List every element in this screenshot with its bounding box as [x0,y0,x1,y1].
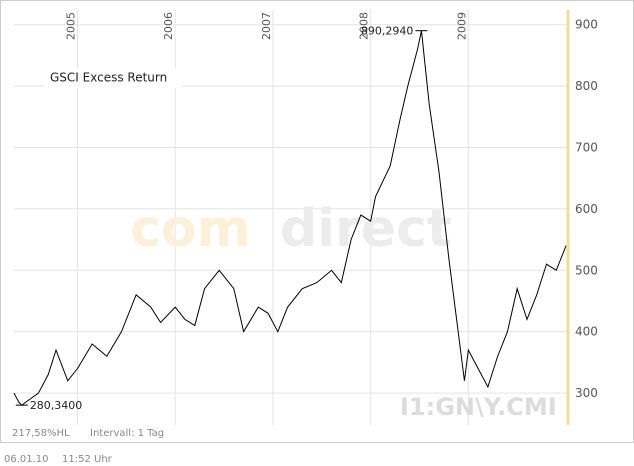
series-label: GSCI Excess Return [50,71,167,85]
watermark-direct: direct [280,199,452,259]
x-tick-label: 2006 [162,12,175,40]
y-tick-label: 600 [575,202,598,216]
y-tick-label: 300 [575,386,598,400]
footer-stat: 217,58%HL [12,428,70,439]
x-tick-label: 2008 [358,12,371,40]
x-tick-label: 2009 [455,12,468,40]
symbol: I1:GN\Y.CMI [400,393,557,421]
y-tick-label: 800 [575,79,598,93]
footer-time: 11:52 Uhr [62,454,113,465]
annotation-label: 890,2940 [361,25,414,38]
annotation-label: 280,3400 [30,399,82,412]
series-label-bg [44,68,182,88]
y-tick-label: 700 [575,141,598,155]
y-tick-label: 900 [575,18,598,32]
x-tick-label: 2005 [65,12,78,40]
series-line [13,30,567,406]
x-tick-label: 2007 [260,12,273,40]
watermark-com: com [130,199,251,259]
y-tick-label: 400 [575,325,598,339]
footer-date: 06.01.10 [4,454,49,465]
footer-interval: Intervall: 1 Tag [90,428,164,439]
y-tick-label: 500 [575,263,598,277]
